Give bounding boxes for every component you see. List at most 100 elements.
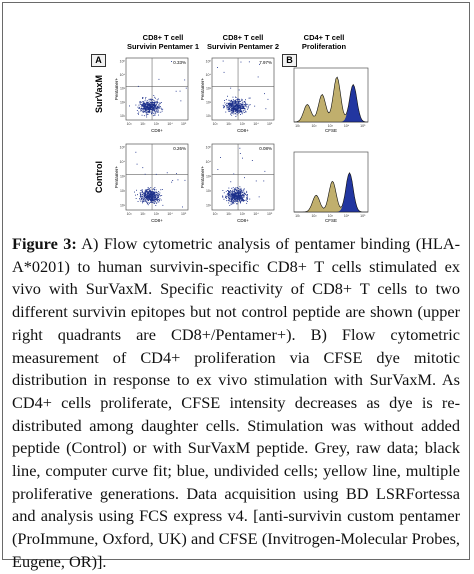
event-dot — [141, 105, 143, 107]
event-dot — [231, 100, 233, 102]
event-dot — [235, 187, 237, 189]
event-dot — [152, 193, 154, 195]
event-dot — [144, 109, 146, 111]
event-dot — [225, 111, 227, 113]
event-dot — [143, 104, 145, 106]
event-dot — [257, 76, 259, 78]
event-dot — [145, 105, 147, 107]
event-dot — [149, 198, 151, 200]
event-dot — [239, 192, 241, 194]
event-dot — [240, 189, 242, 191]
event-dot — [179, 90, 181, 92]
event-dot — [146, 192, 148, 194]
event-dot — [142, 193, 144, 195]
event-dot — [231, 197, 233, 199]
y-tick-label: 10⁵ — [206, 59, 212, 63]
event-dot — [233, 111, 235, 113]
event-dot — [147, 202, 149, 204]
event-dot — [147, 103, 148, 105]
event-dot — [238, 199, 240, 201]
event-dot — [228, 191, 229, 193]
event-dot — [135, 104, 137, 106]
event-dot — [160, 107, 162, 109]
event-dot — [146, 112, 147, 113]
event-dot — [145, 110, 147, 112]
event-dot — [233, 105, 235, 107]
event-dot — [150, 107, 151, 109]
event-dot — [228, 104, 229, 106]
event-dot — [239, 189, 241, 191]
event-dot — [146, 109, 148, 111]
event-dot — [154, 193, 155, 194]
event-dot — [153, 199, 155, 201]
event-dot — [233, 102, 235, 103]
event-dot — [247, 196, 248, 198]
event-dot — [224, 102, 226, 104]
event-dot — [226, 107, 228, 108]
event-dot — [150, 102, 152, 104]
event-dot — [240, 202, 241, 204]
event-dot — [263, 180, 265, 182]
event-dot — [158, 105, 160, 107]
event-dot — [231, 193, 233, 195]
event-dot — [232, 194, 233, 196]
event-dot — [146, 197, 148, 199]
event-dot — [241, 107, 243, 109]
event-dot — [240, 109, 242, 111]
event-dot — [155, 104, 157, 106]
event-dot — [237, 99, 239, 101]
x-tick-label: 10³ — [154, 122, 160, 126]
panel-label-a: A — [91, 54, 106, 67]
event-dot — [228, 103, 230, 105]
event-dot — [145, 192, 146, 194]
y-tick-label: 10³ — [120, 87, 126, 91]
event-dot — [232, 112, 234, 114]
event-dot — [147, 105, 149, 107]
event-dot — [245, 194, 246, 195]
event-dot — [155, 198, 157, 200]
event-dot — [239, 105, 241, 107]
event-dot — [153, 104, 155, 106]
event-dot — [230, 100, 232, 102]
event-dot — [185, 87, 187, 89]
event-dot — [235, 96, 236, 98]
event-dot — [152, 99, 154, 101]
event-dot — [156, 194, 158, 195]
event-dot — [230, 103, 232, 105]
event-dot — [229, 100, 231, 102]
event-dot — [255, 180, 257, 182]
event-dot — [228, 194, 230, 196]
event-dot — [231, 103, 232, 105]
event-dot — [152, 102, 154, 103]
event-dot — [240, 192, 242, 194]
event-dot — [246, 201, 248, 202]
event-dot — [148, 193, 150, 195]
event-dot — [234, 198, 236, 200]
event-dot — [244, 101, 245, 102]
event-dot — [155, 112, 157, 114]
event-dot — [139, 102, 141, 104]
event-dot — [146, 198, 148, 200]
event-dot — [238, 111, 240, 112]
event-dot — [238, 108, 240, 110]
event-dot — [233, 201, 235, 202]
event-dot — [145, 195, 147, 197]
event-dot — [237, 197, 239, 198]
event-dot — [236, 195, 238, 197]
event-dot — [150, 200, 151, 202]
event-dot — [239, 193, 241, 195]
event-dot — [145, 113, 147, 115]
event-dot — [148, 202, 150, 204]
event-dot — [156, 108, 158, 110]
event-dot — [241, 108, 242, 109]
event-dot — [238, 192, 240, 194]
event-dot — [152, 108, 153, 110]
event-dot — [243, 200, 245, 202]
quadrant-percent: 0.26% — [173, 146, 186, 151]
event-dot — [147, 105, 148, 107]
event-dot — [241, 98, 243, 100]
event-dot — [146, 194, 148, 196]
caption-text: A) Flow cytometric analysis of pentamer … — [12, 234, 460, 571]
event-dot — [242, 105, 244, 107]
event-dot — [140, 194, 141, 196]
